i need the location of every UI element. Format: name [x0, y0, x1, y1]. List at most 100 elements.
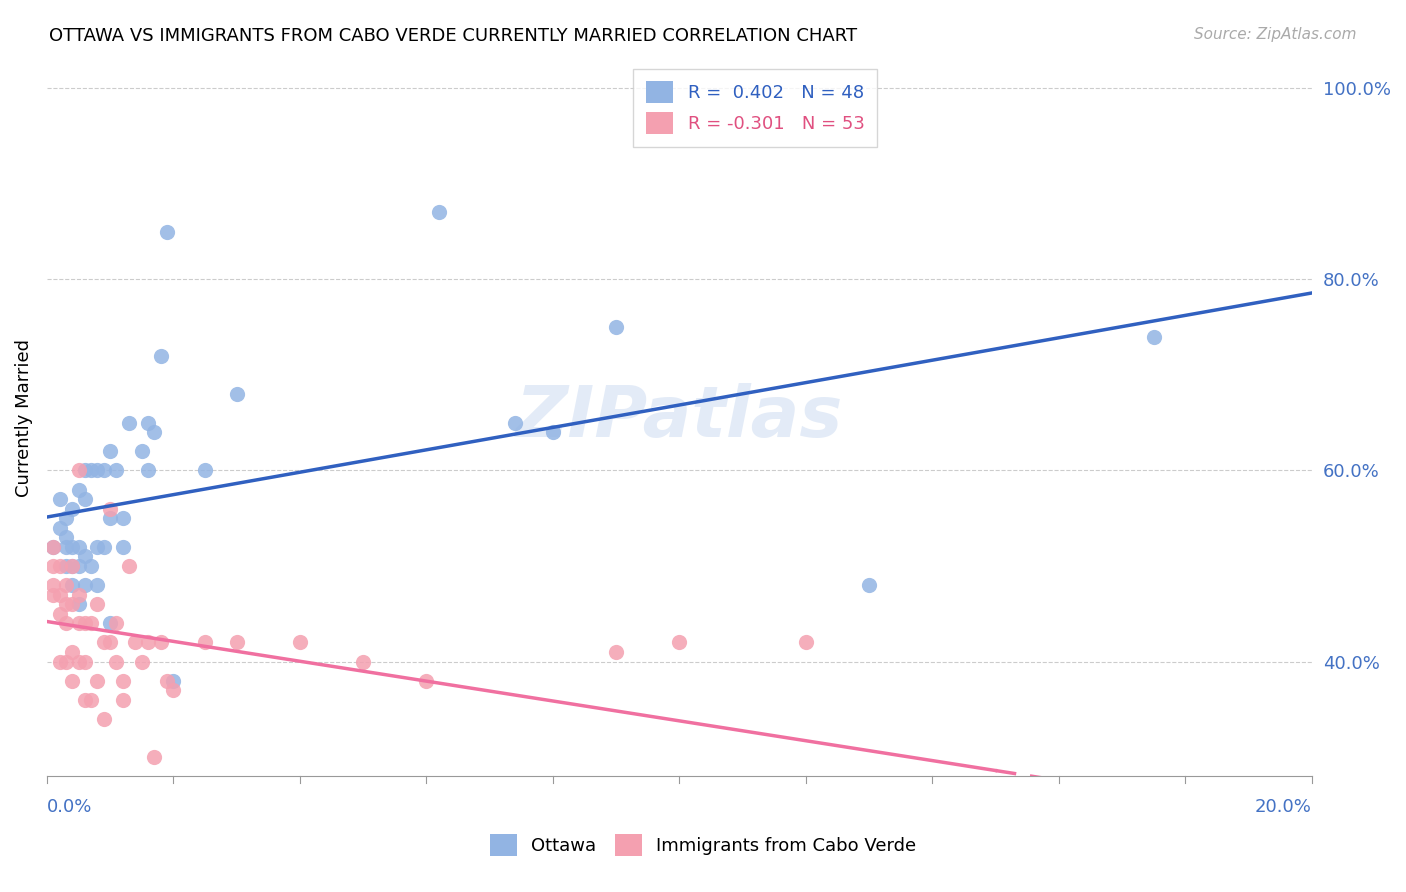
Point: [48, 521, 70, 535]
Text: ZIPatlas: ZIPatlas: [516, 384, 844, 452]
Point: [67, 540, 90, 554]
Point: [136, 463, 159, 477]
Point: [541, 846, 564, 860]
Point: [668, 635, 690, 649]
Point: [48, 655, 70, 669]
Point: [86, 673, 108, 688]
Point: [124, 635, 146, 649]
Point: [93, 463, 115, 477]
Point: [225, 635, 247, 649]
Point: [288, 635, 311, 649]
Point: [503, 416, 526, 430]
Point: [131, 444, 153, 458]
Point: [98, 444, 121, 458]
Point: [80, 616, 103, 631]
Point: [60, 540, 83, 554]
Legend: Ottawa, Immigrants from Cabo Verde: Ottawa, Immigrants from Cabo Verde: [481, 825, 925, 865]
Point: [162, 673, 184, 688]
Point: [352, 655, 374, 669]
Point: [42, 588, 65, 602]
Point: [42, 540, 65, 554]
Legend: R =  0.402   N = 48, R = -0.301   N = 53: R = 0.402 N = 48, R = -0.301 N = 53: [634, 69, 877, 147]
Point: [55, 540, 77, 554]
Point: [80, 559, 103, 574]
Point: [55, 530, 77, 544]
Point: [984, 826, 1007, 840]
Point: [67, 655, 90, 669]
Point: [55, 597, 77, 611]
Point: [131, 655, 153, 669]
Point: [73, 693, 96, 707]
Point: [73, 655, 96, 669]
Point: [98, 501, 121, 516]
Point: [60, 597, 83, 611]
Point: [118, 416, 141, 430]
Point: [55, 511, 77, 525]
Point: [98, 511, 121, 525]
Point: [105, 463, 128, 477]
Point: [605, 320, 627, 334]
Point: [98, 635, 121, 649]
Point: [60, 559, 83, 574]
Text: OTTAWA VS IMMIGRANTS FROM CABO VERDE CURRENTLY MARRIED CORRELATION CHART: OTTAWA VS IMMIGRANTS FROM CABO VERDE CUR…: [49, 27, 858, 45]
Point: [858, 578, 880, 592]
Point: [118, 559, 141, 574]
Point: [136, 635, 159, 649]
Point: [55, 655, 77, 669]
Point: [73, 616, 96, 631]
Point: [149, 349, 172, 363]
Point: [93, 635, 115, 649]
Point: [86, 578, 108, 592]
Point: [143, 750, 166, 764]
Point: [541, 425, 564, 440]
Point: [105, 655, 128, 669]
Point: [48, 607, 70, 621]
Point: [136, 416, 159, 430]
Point: [42, 559, 65, 574]
Point: [194, 635, 217, 649]
Point: [73, 549, 96, 564]
Point: [55, 616, 77, 631]
Point: [48, 588, 70, 602]
Point: [86, 463, 108, 477]
Y-axis label: Currently Married: Currently Married: [15, 339, 32, 497]
Point: [80, 693, 103, 707]
Point: [67, 483, 90, 497]
Point: [156, 673, 179, 688]
Point: [105, 616, 128, 631]
Point: [143, 425, 166, 440]
Point: [60, 559, 83, 574]
Point: [60, 673, 83, 688]
Point: [73, 463, 96, 477]
Point: [67, 597, 90, 611]
Point: [48, 559, 70, 574]
Point: [48, 492, 70, 507]
Text: Source: ZipAtlas.com: Source: ZipAtlas.com: [1194, 27, 1357, 42]
Point: [67, 588, 90, 602]
Point: [55, 578, 77, 592]
Point: [55, 559, 77, 574]
Point: [42, 578, 65, 592]
Point: [194, 463, 217, 477]
Point: [60, 501, 83, 516]
Point: [80, 463, 103, 477]
Point: [93, 540, 115, 554]
Point: [794, 635, 817, 649]
Point: [98, 616, 121, 631]
Point: [73, 492, 96, 507]
Point: [1143, 329, 1166, 343]
Point: [73, 578, 96, 592]
Point: [156, 225, 179, 239]
Point: [111, 673, 134, 688]
Point: [111, 511, 134, 525]
Point: [67, 559, 90, 574]
Point: [415, 673, 437, 688]
Point: [225, 387, 247, 401]
Point: [111, 693, 134, 707]
Text: 0.0%: 0.0%: [46, 798, 93, 816]
Point: [427, 205, 450, 219]
Text: 20.0%: 20.0%: [1256, 798, 1312, 816]
Point: [86, 540, 108, 554]
Point: [42, 540, 65, 554]
Point: [67, 616, 90, 631]
